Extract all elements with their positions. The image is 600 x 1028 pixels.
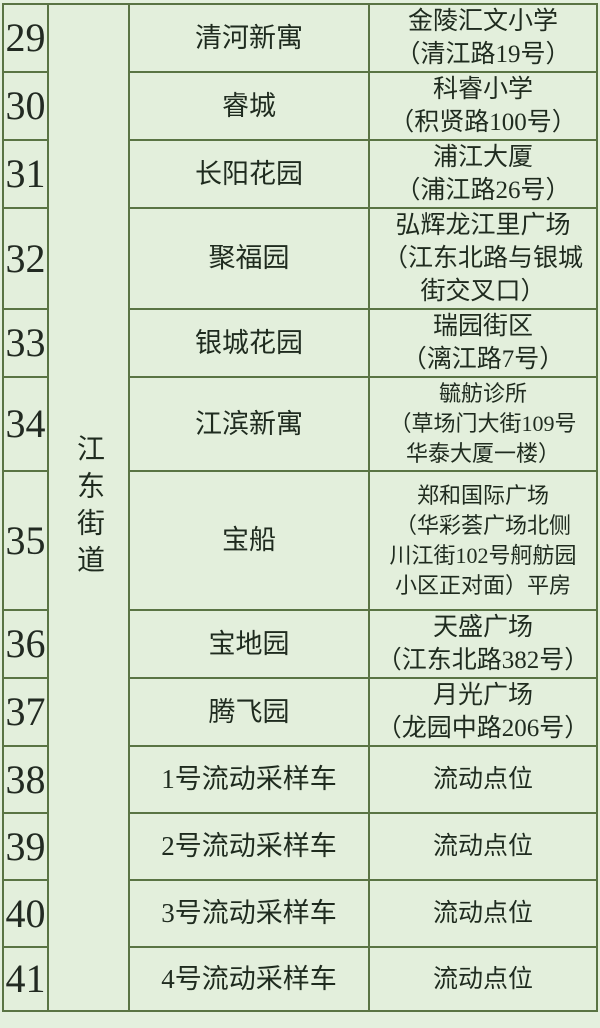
community-cell: 江滨新寓 (128, 376, 370, 472)
street-merged-cell: 江东街道 (47, 3, 130, 1012)
table-row: 33 银城花园 瑞园街区 （漓江路7号） (2, 308, 598, 378)
row-number: 29 (2, 3, 49, 73)
row-number: 33 (2, 308, 49, 378)
location-cell: 瑞园街区 （漓江路7号） (368, 308, 598, 378)
row-number: 32 (2, 207, 49, 310)
location-cell: 浦江大厦 （浦江路26号） (368, 139, 598, 209)
row-number: 39 (2, 812, 49, 881)
table-row: 41 4号流动采样车 流动点位 (2, 946, 598, 1012)
row-number: 35 (2, 470, 49, 611)
community-cell: 睿城 (128, 71, 370, 141)
table-row: 40 3号流动采样车 流动点位 (2, 879, 598, 948)
location-cell: 郑和国际广场 （华彩荟广场北侧 川江街102号舸舫园 小区正对面）平房 (368, 470, 598, 611)
table-row: 38 1号流动采样车 流动点位 (2, 745, 598, 814)
table-row: 30 睿城 科睿小学 （积贤路100号） (2, 71, 598, 141)
location-cell: 流动点位 (368, 745, 598, 814)
location-cell: 弘辉龙江里广场 （江东北路与银城 街交叉口） (368, 207, 598, 310)
table-row: 36 宝地园 天盛广场 （江东北路382号） (2, 609, 598, 679)
table-row: 37 腾飞园 月光广场 （龙园中路206号） (2, 677, 598, 747)
table-row: 31 长阳花园 浦江大厦 （浦江路26号） (2, 139, 598, 209)
row-number: 34 (2, 376, 49, 472)
row-number: 38 (2, 745, 49, 814)
row-number: 30 (2, 71, 49, 141)
community-cell: 1号流动采样车 (128, 745, 370, 814)
location-cell: 流动点位 (368, 946, 598, 1012)
row-number: 41 (2, 946, 49, 1012)
row-number: 31 (2, 139, 49, 209)
community-cell: 银城花园 (128, 308, 370, 378)
table-row: 32 聚福园 弘辉龙江里广场 （江东北路与银城 街交叉口） (2, 207, 598, 310)
community-cell: 宝地园 (128, 609, 370, 679)
row-number: 37 (2, 677, 49, 747)
table-row: 39 2号流动采样车 流动点位 (2, 812, 598, 881)
location-cell: 毓舫诊所 （草场门大街109号 华泰大厦一楼） (368, 376, 598, 472)
community-cell: 宝船 (128, 470, 370, 611)
row-number: 36 (2, 609, 49, 679)
location-cell: 月光广场 （龙园中路206号） (368, 677, 598, 747)
community-cell: 长阳花园 (128, 139, 370, 209)
community-cell: 聚福园 (128, 207, 370, 310)
location-cell: 金陵汇文小学 （清江路19号） (368, 3, 598, 73)
sampling-site-table: 29 江东街道 清河新寓 金陵汇文小学 （清江路19号） 30 睿城 科睿小学 … (2, 3, 598, 1012)
location-cell: 流动点位 (368, 879, 598, 948)
location-cell: 科睿小学 （积贤路100号） (368, 71, 598, 141)
community-cell: 腾飞园 (128, 677, 370, 747)
community-cell: 2号流动采样车 (128, 812, 370, 881)
table-row: 34 江滨新寓 毓舫诊所 （草场门大街109号 华泰大厦一楼） (2, 376, 598, 472)
table-row: 35 宝船 郑和国际广场 （华彩荟广场北侧 川江街102号舸舫园 小区正对面）平… (2, 470, 598, 611)
community-cell: 4号流动采样车 (128, 946, 370, 1012)
community-cell: 3号流动采样车 (128, 879, 370, 948)
location-cell: 流动点位 (368, 812, 598, 881)
row-number: 40 (2, 879, 49, 948)
community-cell: 清河新寓 (128, 3, 370, 73)
location-cell: 天盛广场 （江东北路382号） (368, 609, 598, 679)
table-row: 29 江东街道 清河新寓 金陵汇文小学 （清江路19号） (2, 3, 598, 1012)
